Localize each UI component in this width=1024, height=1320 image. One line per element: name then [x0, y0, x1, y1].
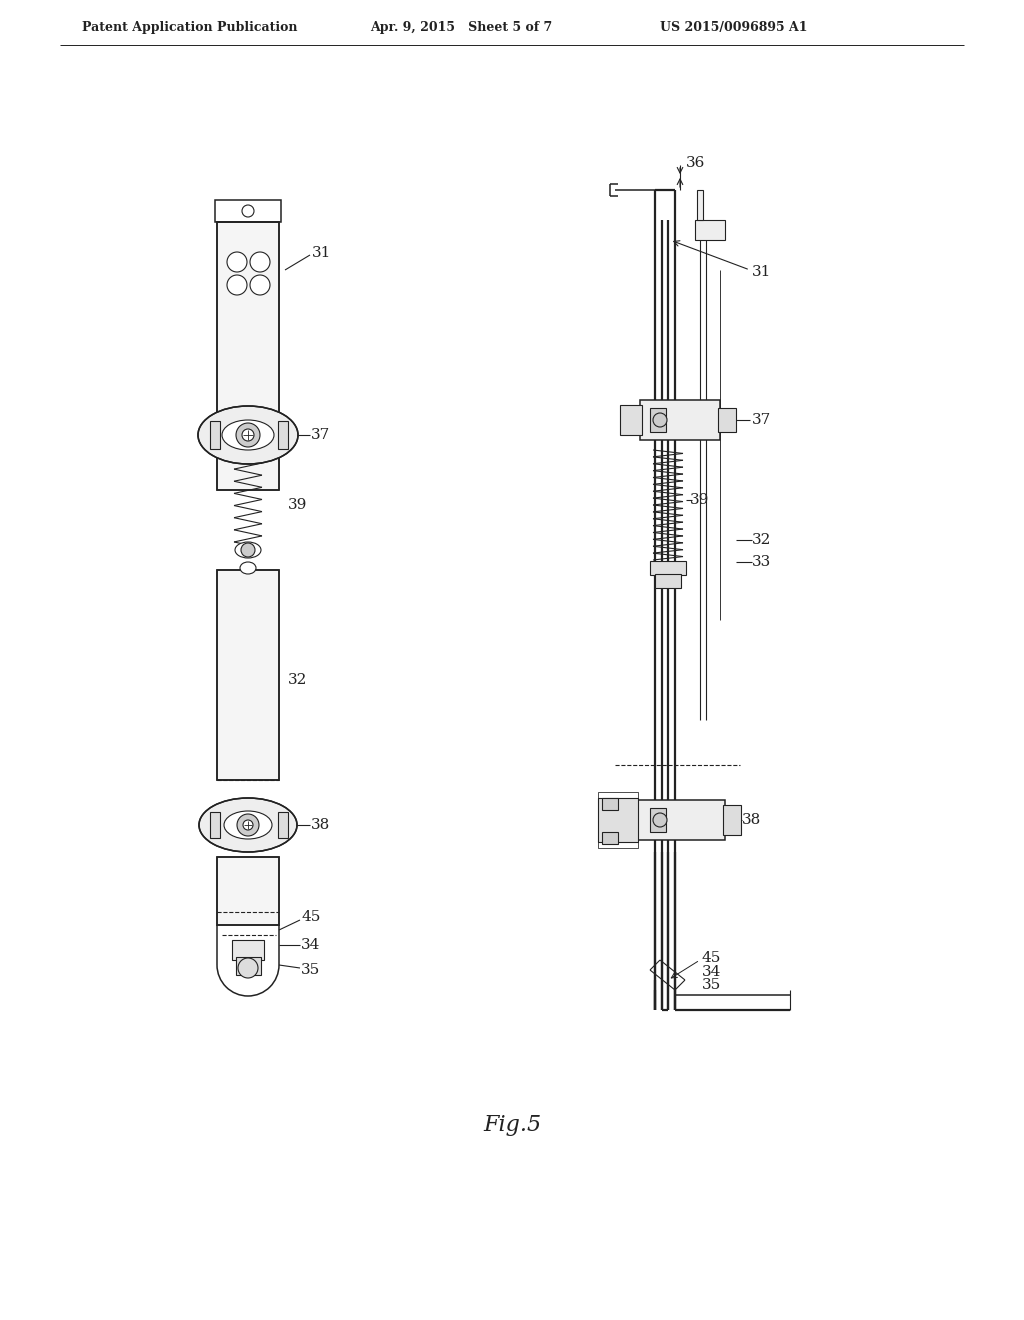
Text: 38: 38 [742, 813, 761, 828]
Text: 31: 31 [312, 246, 332, 260]
Text: Patent Application Publication: Patent Application Publication [82, 21, 298, 33]
Text: 36: 36 [686, 156, 706, 170]
Ellipse shape [222, 420, 274, 450]
Circle shape [227, 252, 247, 272]
Bar [620, 405, 642, 436]
Bar [598, 799, 638, 842]
Text: 31: 31 [752, 265, 771, 279]
Text: 38: 38 [311, 818, 331, 832]
Text: 34: 34 [702, 965, 721, 979]
Text: 32: 32 [752, 533, 771, 546]
Text: 32: 32 [288, 673, 307, 686]
Circle shape [250, 252, 270, 272]
Text: 35: 35 [702, 978, 721, 993]
Bar [650, 561, 686, 576]
Bar [723, 805, 741, 836]
Bar [650, 408, 666, 432]
Bar [695, 220, 725, 240]
Text: 39: 39 [690, 492, 710, 507]
Circle shape [227, 275, 247, 294]
Text: 35: 35 [301, 964, 321, 977]
Text: 37: 37 [311, 428, 331, 442]
Bar [217, 857, 279, 925]
Circle shape [250, 275, 270, 294]
Bar [217, 570, 279, 780]
Text: 34: 34 [301, 939, 321, 952]
Bar [602, 832, 618, 843]
Circle shape [237, 814, 259, 836]
Bar [210, 812, 220, 838]
Circle shape [653, 413, 667, 426]
Bar [635, 800, 725, 840]
Circle shape [238, 958, 258, 978]
Circle shape [653, 813, 667, 828]
Bar [215, 201, 281, 222]
Ellipse shape [198, 407, 298, 465]
Text: 45: 45 [301, 909, 321, 924]
Text: 33: 33 [752, 554, 771, 569]
Bar [217, 857, 279, 925]
Bar [217, 222, 279, 490]
Bar [278, 421, 288, 449]
Text: 37: 37 [752, 413, 771, 426]
Text: Apr. 9, 2015   Sheet 5 of 7: Apr. 9, 2015 Sheet 5 of 7 [370, 21, 552, 33]
Ellipse shape [224, 810, 272, 840]
Text: 45: 45 [702, 950, 721, 965]
Bar [598, 792, 638, 847]
Bar [232, 940, 264, 960]
Bar [236, 957, 261, 975]
Bar [697, 190, 703, 220]
Bar [278, 812, 288, 838]
Bar [650, 808, 666, 832]
Circle shape [242, 205, 254, 216]
Ellipse shape [234, 543, 261, 558]
Bar [217, 222, 279, 490]
Text: Fig.5: Fig.5 [483, 1114, 541, 1137]
Circle shape [242, 429, 254, 441]
Bar [210, 421, 220, 449]
Text: 39: 39 [288, 498, 307, 512]
Bar [718, 408, 736, 432]
Circle shape [241, 543, 255, 557]
Ellipse shape [240, 562, 256, 574]
Circle shape [243, 820, 253, 830]
Bar [655, 574, 681, 587]
Ellipse shape [199, 799, 297, 851]
Bar [640, 400, 720, 440]
Bar [217, 570, 279, 780]
Bar [602, 799, 618, 810]
Circle shape [236, 422, 260, 447]
Text: US 2015/0096895 A1: US 2015/0096895 A1 [660, 21, 808, 33]
